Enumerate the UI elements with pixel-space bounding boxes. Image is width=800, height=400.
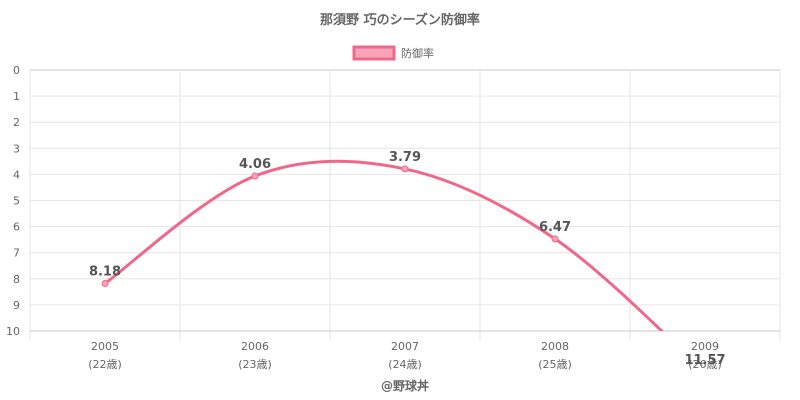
- x-tick-label: 2006: [241, 340, 269, 353]
- data-point[interactable]: [101, 279, 109, 287]
- y-tick-label: 7: [13, 247, 20, 260]
- data-point[interactable]: [551, 235, 559, 243]
- x-tick-label: 2005: [91, 340, 119, 353]
- y-axis: 0 1 2 3 4 5 6 7 8 9 10: [6, 64, 20, 338]
- y-tick-label: 5: [13, 195, 20, 208]
- data-label: 6.47: [539, 220, 571, 235]
- y-tick-label: 0: [13, 64, 20, 77]
- x-tick-label: 2007: [391, 340, 419, 353]
- data-label: 8.18: [89, 264, 121, 279]
- data-label: 11.57: [684, 353, 725, 368]
- legend[interactable]: 防御率: [352, 45, 434, 61]
- y-tick-label: 8: [13, 273, 20, 286]
- x-tick-sublabel: (23歳): [238, 358, 272, 371]
- grid: [29, 69, 781, 341]
- x-tick-label: 2009: [691, 340, 719, 353]
- x-tick-label: 2008: [541, 340, 569, 353]
- x-tick-sublabel: (22歳): [88, 358, 122, 371]
- y-tick-label: 3: [13, 142, 20, 155]
- data-label: 4.06: [239, 157, 271, 172]
- chart-title: 那須野 巧のシーズン防御率: [320, 12, 480, 28]
- x-axis: 2005 (22歳) 2006 (23歳) 2007 (24歳) 2008 (25歳) 2009…: [88, 340, 722, 371]
- y-tick-label: 10: [6, 325, 20, 338]
- credit-text: @野球丼: [381, 378, 429, 393]
- x-tick-sublabel: (24歳): [388, 358, 422, 371]
- data-labels: 8.18 4.06 3.79 6.47 11.57: [89, 150, 726, 368]
- y-tick-label: 9: [13, 299, 20, 312]
- y-tick-label: 2: [13, 116, 20, 129]
- x-tick-sublabel: (25歳): [538, 358, 572, 371]
- legend-label: 防御率: [401, 46, 434, 60]
- y-tick-label: 4: [13, 168, 20, 181]
- legend-swatch: [352, 45, 396, 61]
- data-label: 3.79: [389, 150, 421, 165]
- data-point[interactable]: [251, 172, 259, 180]
- x-tick-sublabel: (26歳): [688, 358, 722, 371]
- data-point[interactable]: [401, 165, 409, 173]
- data-points: [101, 165, 559, 287]
- y-tick-label: 6: [13, 221, 20, 234]
- y-tick-label: 1: [13, 90, 20, 103]
